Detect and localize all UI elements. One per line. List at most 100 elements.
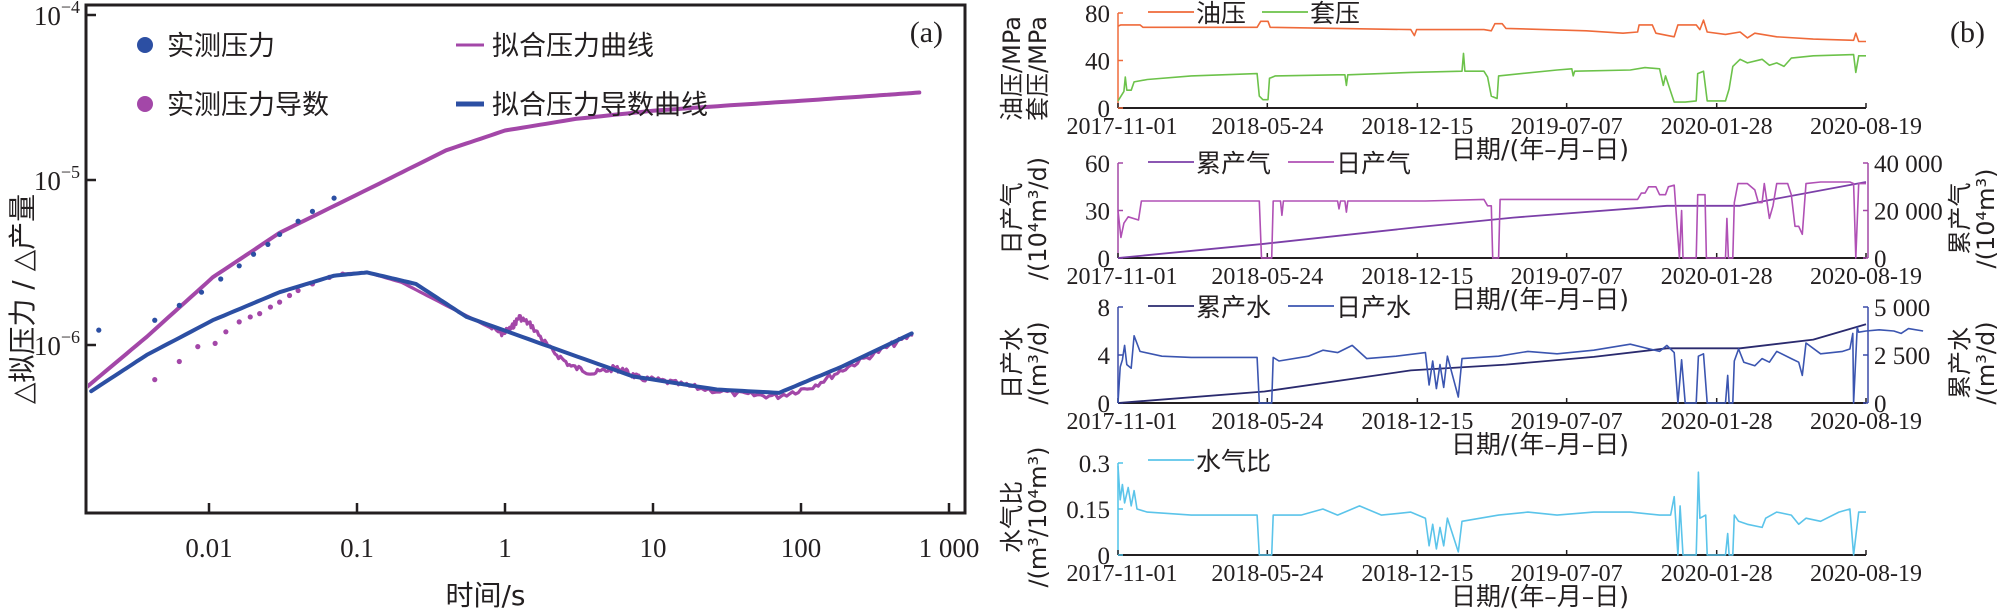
y-axis-label: △拟压力 / △产量 <box>6 194 39 404</box>
right-y-tick-label: 40 000 <box>1874 151 1943 178</box>
data-point <box>267 304 274 310</box>
y-tick-label: 40 <box>1085 49 1110 76</box>
y-tick-label: 10−5 <box>34 162 80 196</box>
panel-label-a: (a) <box>910 16 943 49</box>
legend-item: 累产气 <box>1148 149 1271 178</box>
x-tick-label: 2017-11-01 <box>1066 114 1177 140</box>
y-tick-label: 4 <box>1098 343 1111 370</box>
x-tick-label: 2018-12-15 <box>1361 264 1473 290</box>
legend-label: 套压 <box>1310 0 1360 28</box>
x-tick-label: 2020-01-28 <box>1661 561 1773 587</box>
x-tick-label: 0.01 <box>185 533 232 563</box>
y-axis-label: 套压/MPa <box>1024 16 1052 121</box>
data-point <box>236 263 242 269</box>
x-tick-label: 2019-07-07 <box>1511 409 1623 435</box>
series-gas-daily <box>1117 181 1866 259</box>
x-tick-label: 2018-12-15 <box>1361 561 1473 587</box>
panel-label-b: (b) <box>1950 16 1985 49</box>
right-y-axis-label: 累产气 <box>1946 183 1974 255</box>
series-water-cumulative <box>1117 323 1867 404</box>
right-y-axis-label: /(10⁴m³) <box>1972 169 2000 269</box>
series-gas-cumulative <box>1117 181 1867 259</box>
legend-item: 拟合压力曲线 <box>456 31 654 62</box>
data-point <box>195 344 201 350</box>
x-tick-label: 100 <box>781 533 822 563</box>
legend-item: 水气比 <box>1148 447 1271 476</box>
legend-item: 日产气 <box>1288 149 1411 178</box>
data-point <box>331 195 337 201</box>
legend-label: 累产气 <box>1196 149 1271 178</box>
y-axis-label: 水气比 <box>998 481 1026 553</box>
x-tick-label: 2018-05-24 <box>1211 409 1323 435</box>
x-tick-label: 10 <box>640 533 667 563</box>
legend-label: 日产水 <box>1336 293 1411 322</box>
subplot-legend: 水气比 <box>1148 447 1271 476</box>
x-tick-label: 2018-05-24 <box>1211 264 1323 290</box>
subplot-legend: 油压 套压 <box>1148 0 1360 28</box>
data-point <box>96 327 102 333</box>
series-pressure-daily <box>1117 19 1866 43</box>
x-axis-label: 日期/(年–月–日) <box>1451 135 1629 164</box>
x-tick-label: 2017-11-01 <box>1066 264 1177 290</box>
legend-item: 累产水 <box>1148 293 1271 322</box>
x-tick-label: 2020-01-28 <box>1661 114 1773 140</box>
x-tick-label: 2020-08-19 <box>1810 561 1922 587</box>
right-y-axis-label: /(m³/d) <box>1972 321 2000 404</box>
right-y-tick-label: 0 <box>1874 246 1887 273</box>
y-axis-label: 日产气 <box>998 183 1026 255</box>
x-tick-label: 2019-07-07 <box>1511 264 1623 290</box>
x-axis-label: 日期/(年–月–日) <box>1451 285 1629 314</box>
data-point <box>277 231 283 238</box>
legend-label: 水气比 <box>1196 447 1271 476</box>
series-pressure-daily <box>1117 52 1866 103</box>
subplot-pressure: 2017-11-01 2018-05-24 2018-12-15 2019-07-07… <box>998 0 1922 164</box>
chart-a: 0.01 0.1 1 10 100 1 000 10−4 10−5 10−6 时间/s △拟压力 /… <box>6 0 979 612</box>
legend-label: 实测压力 <box>167 31 275 62</box>
right-y-tick-label: 0 <box>1874 391 1887 418</box>
y-tick-label: 0.15 <box>1066 497 1110 524</box>
data-point <box>295 218 301 224</box>
x-tick-label: 2020-01-28 <box>1661 409 1773 435</box>
subplot-gas: 2017-11-01 2018-05-24 2018-12-15 2019-07-07… <box>998 149 2000 314</box>
y-tick-label: 0 <box>1098 543 1111 570</box>
series-line-fit <box>89 270 914 395</box>
data-point <box>247 314 253 320</box>
subplot-water: 2017-11-01 2018-05-24 2018-12-15 2019-07-07… <box>998 293 2000 459</box>
x-tick-label: 1 000 <box>919 533 980 563</box>
legend-marker <box>137 37 153 53</box>
data-point <box>152 317 158 323</box>
x-tick-label: 2020-08-19 <box>1810 264 1922 290</box>
legend-item: 油压 <box>1148 0 1246 28</box>
data-point <box>176 358 182 365</box>
x-tick-label: 1 <box>498 533 512 563</box>
x-tick-label: 2018-05-24 <box>1211 114 1323 140</box>
legend-item: 拟合压力导数曲线 <box>456 90 708 121</box>
data-point <box>250 251 257 257</box>
data-point <box>176 302 182 308</box>
subplot-legend: 累产气 日产气 <box>1148 149 1411 178</box>
y-tick-label: 60 <box>1085 151 1110 178</box>
data-point <box>236 319 242 325</box>
y-axis-label: /(m³/d) <box>1024 321 1052 404</box>
x-tick-label: 2019-07-07 <box>1511 561 1623 587</box>
data-point <box>309 208 316 214</box>
right-y-tick-label: 2 500 <box>1874 343 1930 370</box>
x-axis-label: 日期/(年–月–日) <box>1451 430 1629 459</box>
series-line-fit <box>88 90 922 389</box>
series-ratio-daily <box>1117 466 1866 556</box>
data-point <box>277 299 283 305</box>
legend-item: 实测压力 <box>137 31 275 62</box>
legend-item: 实测压力导数 <box>137 90 329 121</box>
data-point <box>212 340 218 346</box>
y-tick-label: 0 <box>1098 246 1111 273</box>
x-tick-label: 2020-01-28 <box>1661 264 1773 290</box>
x-tick-label: 2018-05-24 <box>1211 561 1323 587</box>
legend-item: 套压 <box>1262 0 1360 28</box>
x-tick-label: 2018-12-15 <box>1361 409 1473 435</box>
x-axis-label: 日期/(年–月–日) <box>1451 582 1629 611</box>
y-axis-label: 油压/MPa <box>998 16 1026 121</box>
data-point <box>257 311 263 317</box>
y-tick-label: 0 <box>1098 391 1111 418</box>
x-tick-label: 2017-11-01 <box>1066 561 1177 587</box>
